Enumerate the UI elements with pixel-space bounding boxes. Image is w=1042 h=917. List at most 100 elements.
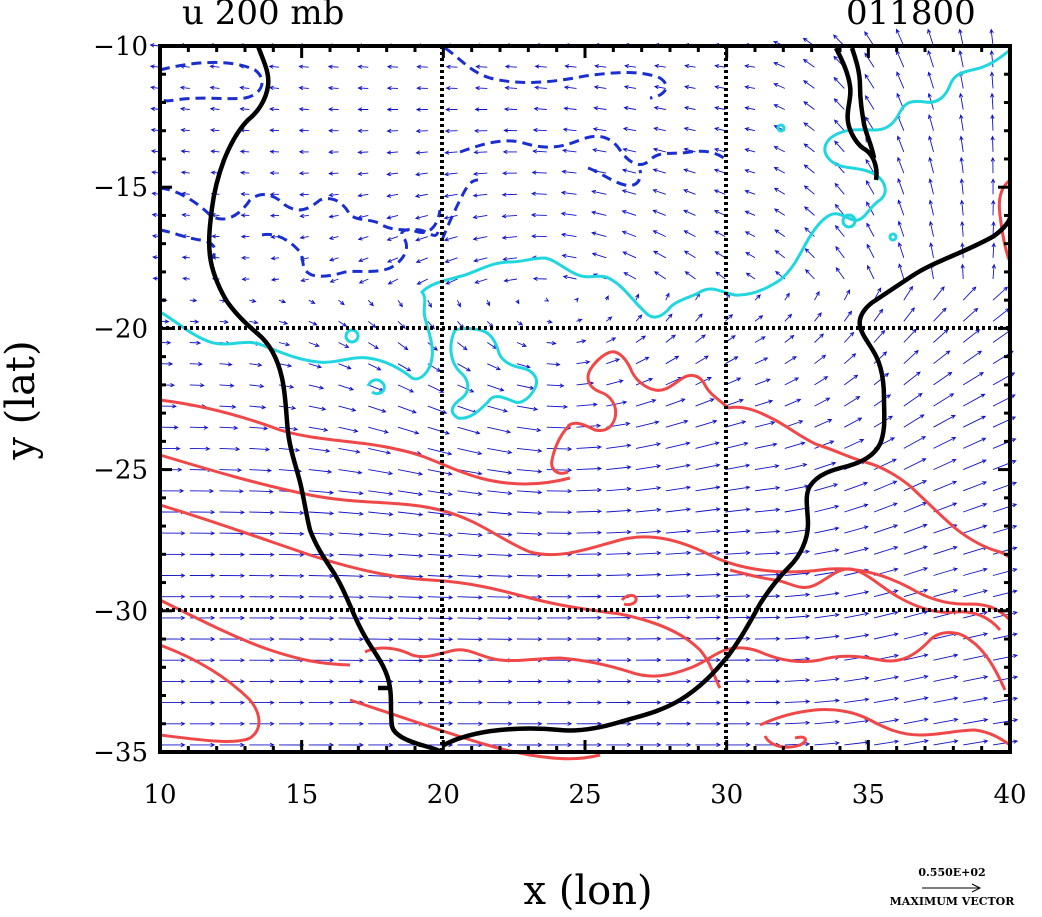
wind-vector [683, 147, 696, 153]
wind-vector [992, 567, 1018, 576]
wind-vector [368, 426, 389, 434]
wind-vector [844, 503, 869, 513]
wind-vector [219, 467, 243, 473]
wind-vector [635, 657, 662, 663]
wind-vector [695, 615, 722, 620]
wind-vector [963, 459, 987, 471]
wind-vector [695, 529, 721, 534]
wind-vector [725, 485, 751, 492]
wind-vector [487, 363, 501, 371]
wind-vector [695, 398, 715, 407]
wind-vector [744, 127, 756, 132]
wind-vector [180, 149, 190, 154]
wind-vector [416, 86, 428, 91]
wind-vector [814, 333, 825, 343]
wind-vector [665, 550, 692, 556]
wind-vector [665, 657, 692, 663]
wind-vector [784, 699, 811, 704]
wind-vector [308, 405, 327, 411]
wind-vector [635, 721, 662, 726]
wind-vector [715, 271, 726, 280]
wind-vector [338, 574, 365, 579]
wind-vector [415, 257, 428, 264]
wind-vector [189, 488, 215, 494]
wind-vector [725, 463, 751, 471]
wind-vector [472, 193, 488, 198]
wind-vector [240, 234, 250, 239]
red-contour [159, 398, 571, 486]
wind-vector [963, 675, 989, 682]
wind-vector [219, 425, 239, 431]
wind-vector [991, 199, 996, 216]
wind-vector [298, 128, 309, 133]
wind-vector [773, 104, 785, 110]
wind-vector [189, 319, 200, 324]
wind-vector [591, 231, 607, 238]
wind-vector [903, 631, 929, 640]
wind-vector [754, 357, 769, 365]
wind-vector [415, 150, 428, 155]
wind-vector [992, 653, 1019, 661]
wind-vector [814, 634, 840, 640]
wind-vector [903, 392, 923, 407]
wind-vector [486, 300, 491, 307]
wind-vector [386, 193, 399, 198]
wind-vector [989, 71, 995, 89]
wind-vector [903, 285, 914, 301]
wind-vector [804, 227, 815, 237]
wind-vector [269, 128, 280, 133]
wind-vector [368, 511, 394, 517]
wind-vector [933, 717, 959, 725]
wind-vector [725, 700, 751, 705]
wind-vector [844, 353, 857, 365]
wind-vector [180, 170, 190, 175]
wind-vector [278, 615, 305, 621]
wind-vector [834, 224, 845, 237]
wind-vector [933, 307, 947, 322]
wind-vector [546, 510, 573, 515]
wind-vector [219, 362, 233, 367]
wind-vector [992, 503, 1018, 513]
wind-vector [487, 405, 509, 413]
red-contour [550, 423, 572, 475]
red-contour [759, 708, 1011, 747]
wind-vector [621, 209, 637, 216]
wind-vector [963, 739, 989, 746]
wind-vector [249, 320, 259, 325]
wind-vector [665, 334, 676, 343]
wind-vector [725, 356, 739, 365]
wind-vector [933, 458, 957, 471]
wind-vector [298, 107, 309, 112]
wind-vector [665, 441, 691, 449]
wind-vector [933, 567, 959, 576]
wind-vector [833, 98, 845, 110]
y-tick-label: −35 [93, 738, 148, 768]
wind-vector [665, 355, 680, 365]
wind-vector [487, 700, 513, 705]
wind-vector [725, 615, 751, 620]
wind-vector [959, 156, 964, 174]
wind-vector [754, 336, 766, 343]
wind-vector [416, 278, 429, 285]
wind-vector [457, 637, 484, 642]
wind-vector [959, 199, 965, 216]
wind-vector [160, 679, 186, 684]
wind-vector [962, 350, 983, 365]
wind-vector [189, 552, 216, 557]
wind-vector [989, 49, 994, 68]
wind-vector [367, 299, 374, 307]
wind-vector [189, 594, 216, 599]
wind-vector [903, 349, 919, 365]
wind-vector [328, 214, 339, 219]
wind-vector [635, 550, 662, 556]
wind-vector [516, 531, 543, 537]
wind-vector [308, 447, 331, 453]
wind-vector [278, 299, 287, 304]
wind-vector [240, 191, 250, 197]
wind-vector [606, 358, 621, 365]
wind-vector [182, 276, 190, 281]
wind-vector [814, 526, 840, 534]
wind-vector [397, 342, 409, 351]
wind-vector [159, 531, 186, 536]
wind-vector [278, 510, 305, 516]
